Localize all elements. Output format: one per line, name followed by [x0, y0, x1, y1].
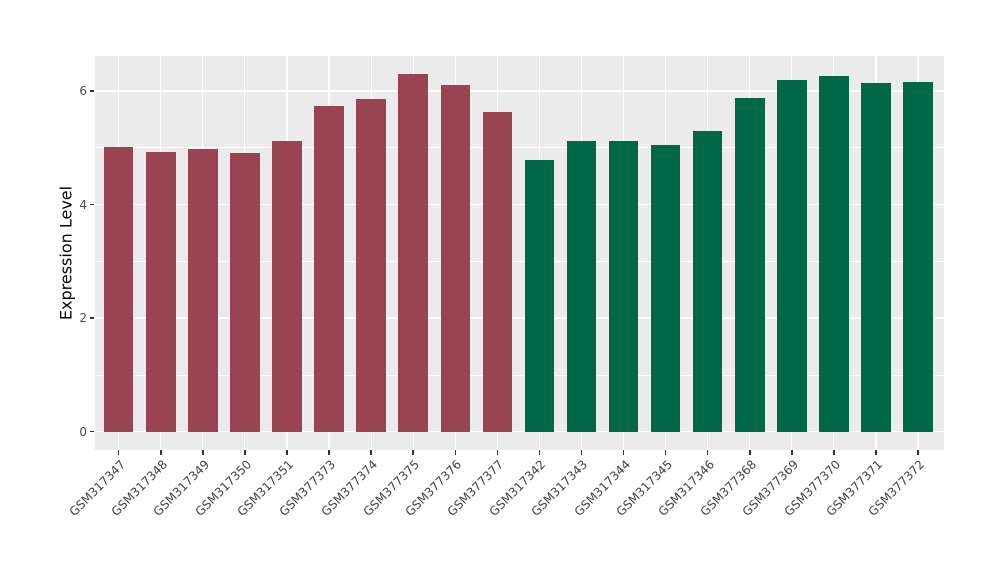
bar-GSM317350 — [230, 152, 260, 432]
bar-GSM317344 — [608, 141, 639, 432]
x-tick-mark-GSM377374 — [370, 450, 372, 455]
bar-GSM377368 — [735, 98, 765, 432]
bar-GSM377372 — [903, 82, 933, 432]
y-tick-label-0: 0 — [79, 424, 87, 439]
bar-GSM317346 — [692, 131, 723, 432]
x-tick-mark-GSM377370 — [833, 450, 835, 455]
y-axis-title: Expression Level — [56, 185, 76, 321]
bar-GSM377373 — [314, 105, 344, 432]
x-tick-mark-GSM317349 — [202, 450, 204, 455]
x-tick-mark-GSM317347 — [117, 450, 120, 455]
bar-GSM377375 — [398, 74, 428, 432]
x-tick-mark-GSM317342 — [538, 450, 541, 455]
bar-GSM317348 — [146, 152, 176, 432]
y-tick-mark-2 — [89, 317, 94, 319]
bar-GSM317342 — [524, 159, 555, 432]
bar-GSM317351 — [272, 141, 302, 432]
x-tick-mark-GSM377373 — [328, 450, 330, 455]
x-tick-mark-GSM377372 — [917, 450, 919, 455]
bar-GSM377371 — [861, 82, 891, 432]
gridline-minor-y1 — [95, 374, 944, 376]
gridline-major-y4 — [95, 203, 944, 206]
gridline-major-y0 — [95, 430, 944, 433]
gridline-major-y6 — [95, 90, 944, 92]
y-tick-label-2: 2 — [79, 311, 87, 326]
x-tick-mark-GSM377376 — [454, 450, 456, 455]
y-tick-mark-0 — [89, 430, 94, 433]
x-tick-mark-GSM317344 — [622, 450, 625, 455]
bar-GSM377370 — [819, 75, 849, 432]
x-tick-mark-GSM317350 — [244, 450, 246, 455]
y-tick-mark-4 — [89, 203, 94, 206]
x-tick-mark-GSM317343 — [580, 450, 583, 455]
y-tick-label-4: 4 — [79, 197, 87, 212]
x-tick-mark-GSM377368 — [749, 450, 751, 455]
y-tick-label-6: 6 — [79, 83, 87, 98]
x-tick-mark-GSM317345 — [664, 450, 667, 455]
x-tick-mark-GSM377375 — [412, 450, 414, 455]
bar-GSM377377 — [482, 111, 513, 432]
x-tick-mark-GSM377371 — [875, 450, 877, 455]
gridline-minor-y3 — [95, 260, 944, 262]
plot-panel — [95, 56, 944, 450]
x-tick-mark-GSM377369 — [791, 450, 793, 455]
gridline-minor-y5 — [95, 147, 944, 149]
x-tick-mark-GSM317351 — [286, 450, 288, 455]
x-tick-mark-GSM377377 — [496, 450, 499, 455]
bar-GSM317345 — [650, 145, 681, 432]
x-tick-mark-GSM317346 — [706, 450, 709, 455]
bar-GSM317343 — [566, 140, 597, 432]
y-tick-mark-6 — [89, 90, 94, 92]
bar-GSM377369 — [777, 79, 807, 432]
bar-GSM317349 — [188, 148, 218, 432]
x-tick-mark-GSM317348 — [160, 450, 162, 455]
bar-GSM377374 — [356, 98, 386, 432]
gridline-major-y2 — [95, 317, 944, 319]
bar-GSM317347 — [103, 146, 134, 432]
bar-GSM377376 — [440, 84, 470, 432]
